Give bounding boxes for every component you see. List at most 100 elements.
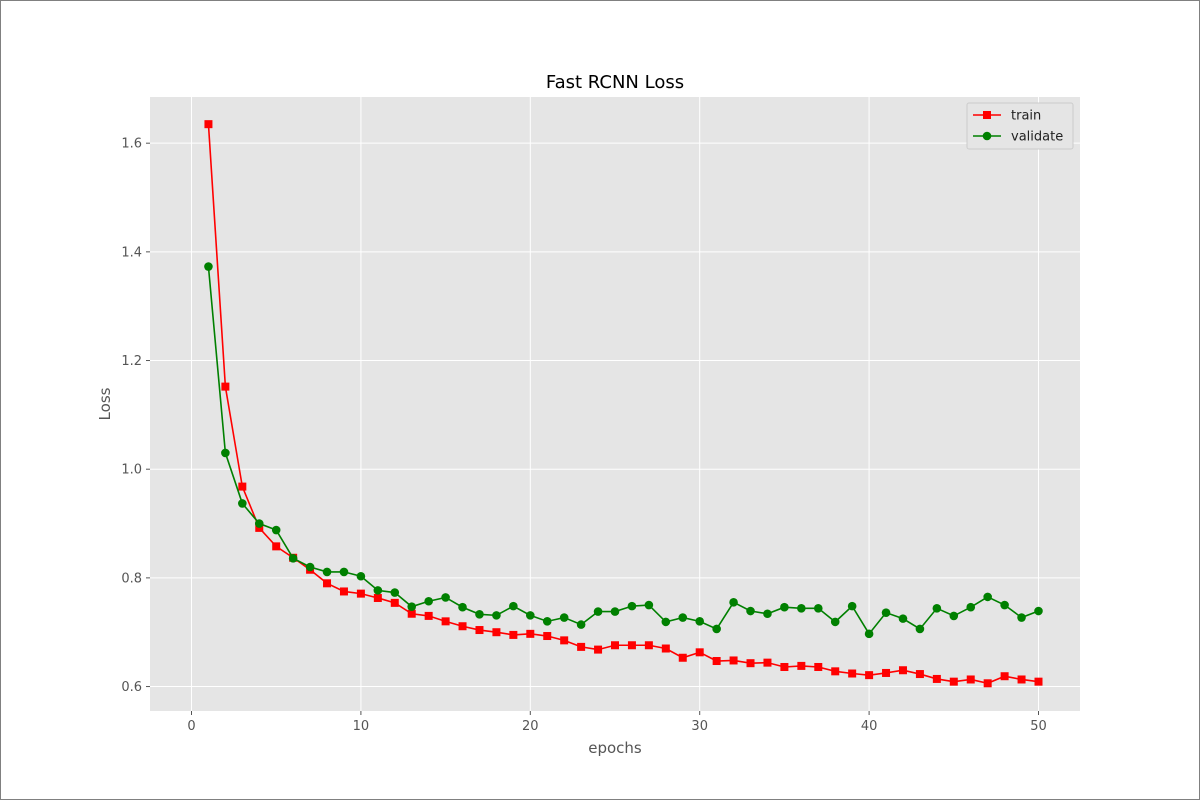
y-tick-label: 1.2 <box>121 354 142 369</box>
validate-point <box>305 562 315 572</box>
train-point <box>949 677 958 686</box>
validate-point <box>492 611 501 620</box>
validate-point <box>288 554 298 563</box>
train-point <box>492 628 501 637</box>
train-point <box>831 667 840 676</box>
train-point <box>323 579 332 588</box>
train-point <box>814 662 823 671</box>
legend-marker <box>983 111 991 119</box>
train-point <box>526 629 535 638</box>
train-point <box>255 523 264 532</box>
validate-point <box>661 617 671 627</box>
train-point <box>458 622 467 631</box>
series-train <box>204 120 1043 688</box>
validate-point <box>1017 613 1026 622</box>
train-point <box>475 626 484 635</box>
train-point <box>695 648 704 657</box>
axis-ticks: 0 10 20 30 40 50 0.6 0.8 1.0 1.2 1.4 1.6 <box>121 137 1046 734</box>
validate-point <box>204 262 213 271</box>
x-tick-label: 20 <box>522 719 539 734</box>
validate-point <box>610 607 620 616</box>
validate-point <box>407 602 417 611</box>
validate-point <box>238 499 247 508</box>
validate-point <box>932 604 942 613</box>
train-point <box>221 382 230 391</box>
x-axis-label: epochs <box>588 739 642 757</box>
train-point <box>644 641 653 650</box>
validate-point <box>390 588 400 597</box>
train-point <box>915 670 924 679</box>
validate-point <box>1034 606 1043 616</box>
validate-point <box>780 602 789 612</box>
x-tick-label: 30 <box>691 719 708 734</box>
validate-point <box>830 617 840 627</box>
validate-point <box>1000 600 1009 610</box>
x-tick-label: 0 <box>187 719 195 734</box>
train-point <box>1000 672 1009 681</box>
train-point <box>712 657 721 666</box>
validate-point <box>458 602 467 612</box>
train-point <box>407 609 416 618</box>
series-layer <box>204 120 1043 688</box>
validate-point <box>847 601 857 611</box>
validate-point <box>695 617 704 626</box>
train-point <box>966 675 975 684</box>
train-point <box>509 630 518 639</box>
train-point <box>356 589 365 598</box>
x-tick-label: 50 <box>1030 719 1047 734</box>
validate-point <box>983 592 992 602</box>
validate-point <box>221 448 230 458</box>
validate-point <box>373 586 383 595</box>
train-point <box>424 611 433 620</box>
validate-point <box>254 519 264 528</box>
validate-point <box>729 598 738 607</box>
train-point <box>272 542 281 551</box>
train-point <box>611 641 619 650</box>
train-point <box>882 668 891 677</box>
validate-point <box>966 602 976 612</box>
validate-point <box>322 567 332 577</box>
y-tick-label: 1.0 <box>121 463 142 478</box>
train-point <box>865 671 874 680</box>
train-point <box>763 658 772 667</box>
validate-point <box>915 624 925 634</box>
validate-point <box>746 606 755 616</box>
x-tick-label: 10 <box>353 719 370 734</box>
train-point <box>746 659 755 668</box>
validate-point <box>271 525 281 535</box>
validate-point <box>864 629 874 639</box>
validate-point <box>763 609 772 619</box>
x-tick-label: 40 <box>861 719 878 734</box>
validate-point <box>559 613 569 622</box>
train-point <box>1017 675 1026 684</box>
train-point <box>848 669 857 678</box>
y-axis-label: Loss <box>96 387 114 420</box>
validate-point <box>644 600 654 610</box>
train-point <box>729 656 738 665</box>
train-point <box>1034 677 1043 686</box>
legend-label: train <box>1011 109 1041 124</box>
train-point <box>373 593 382 602</box>
train-point <box>983 679 992 688</box>
legend-item-validate: validate <box>973 130 1063 145</box>
y-tick-label: 0.6 <box>121 680 142 695</box>
train-point <box>594 645 603 654</box>
validate-point <box>339 567 349 577</box>
train-point <box>204 120 213 129</box>
validate-point <box>526 611 535 620</box>
chart-title: Fast RCNN Loss <box>546 72 684 93</box>
y-tick-label: 1.4 <box>121 245 142 260</box>
legend-marker <box>982 131 992 141</box>
validate-point <box>712 624 721 634</box>
train-point <box>560 636 569 645</box>
train-point <box>932 674 941 683</box>
validate-point <box>441 593 450 602</box>
train-point <box>898 666 907 675</box>
train-point <box>627 641 636 650</box>
validate-point <box>576 620 586 629</box>
train-point <box>339 587 348 596</box>
train-point <box>238 482 247 491</box>
validate-point <box>627 601 637 611</box>
train-point <box>797 661 806 670</box>
